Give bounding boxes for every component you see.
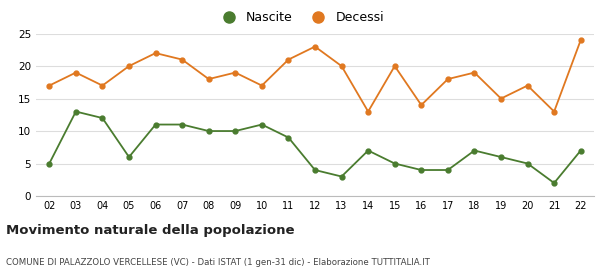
Decessi: [338, 64, 345, 68]
Nascite: [46, 162, 53, 165]
Nascite: [205, 129, 212, 133]
Nascite: [418, 168, 425, 172]
Decessi: [258, 84, 265, 87]
Nascite: [338, 175, 345, 178]
Nascite: [444, 168, 451, 172]
Text: Movimento naturale della popolazione: Movimento naturale della popolazione: [6, 224, 295, 237]
Nascite: [551, 181, 558, 185]
Line: Nascite: Nascite: [47, 109, 583, 185]
Decessi: [72, 71, 79, 74]
Nascite: [471, 149, 478, 152]
Nascite: [497, 155, 505, 159]
Decessi: [125, 64, 133, 68]
Nascite: [152, 123, 159, 126]
Nascite: [232, 129, 239, 133]
Decessi: [418, 103, 425, 107]
Decessi: [391, 64, 398, 68]
Nascite: [311, 168, 319, 172]
Decessi: [471, 71, 478, 74]
Decessi: [524, 84, 531, 87]
Decessi: [205, 77, 212, 81]
Nascite: [524, 162, 531, 165]
Decessi: [179, 58, 186, 61]
Decessi: [311, 45, 319, 48]
Decessi: [232, 71, 239, 74]
Decessi: [99, 84, 106, 87]
Nascite: [179, 123, 186, 126]
Nascite: [285, 136, 292, 139]
Decessi: [365, 110, 372, 113]
Nascite: [125, 155, 133, 159]
Decessi: [577, 38, 584, 42]
Decessi: [551, 110, 558, 113]
Line: Decessi: Decessi: [47, 38, 583, 114]
Decessi: [152, 52, 159, 55]
Nascite: [72, 110, 79, 113]
Nascite: [391, 162, 398, 165]
Decessi: [46, 84, 53, 87]
Nascite: [577, 149, 584, 152]
Decessi: [497, 97, 505, 100]
Decessi: [444, 77, 451, 81]
Nascite: [99, 116, 106, 120]
Nascite: [365, 149, 372, 152]
Legend: Nascite, Decessi: Nascite, Decessi: [211, 6, 389, 29]
Text: COMUNE DI PALAZZOLO VERCELLESE (VC) - Dati ISTAT (1 gen-31 dic) - Elaborazione T: COMUNE DI PALAZZOLO VERCELLESE (VC) - Da…: [6, 258, 430, 267]
Decessi: [285, 58, 292, 61]
Nascite: [258, 123, 265, 126]
